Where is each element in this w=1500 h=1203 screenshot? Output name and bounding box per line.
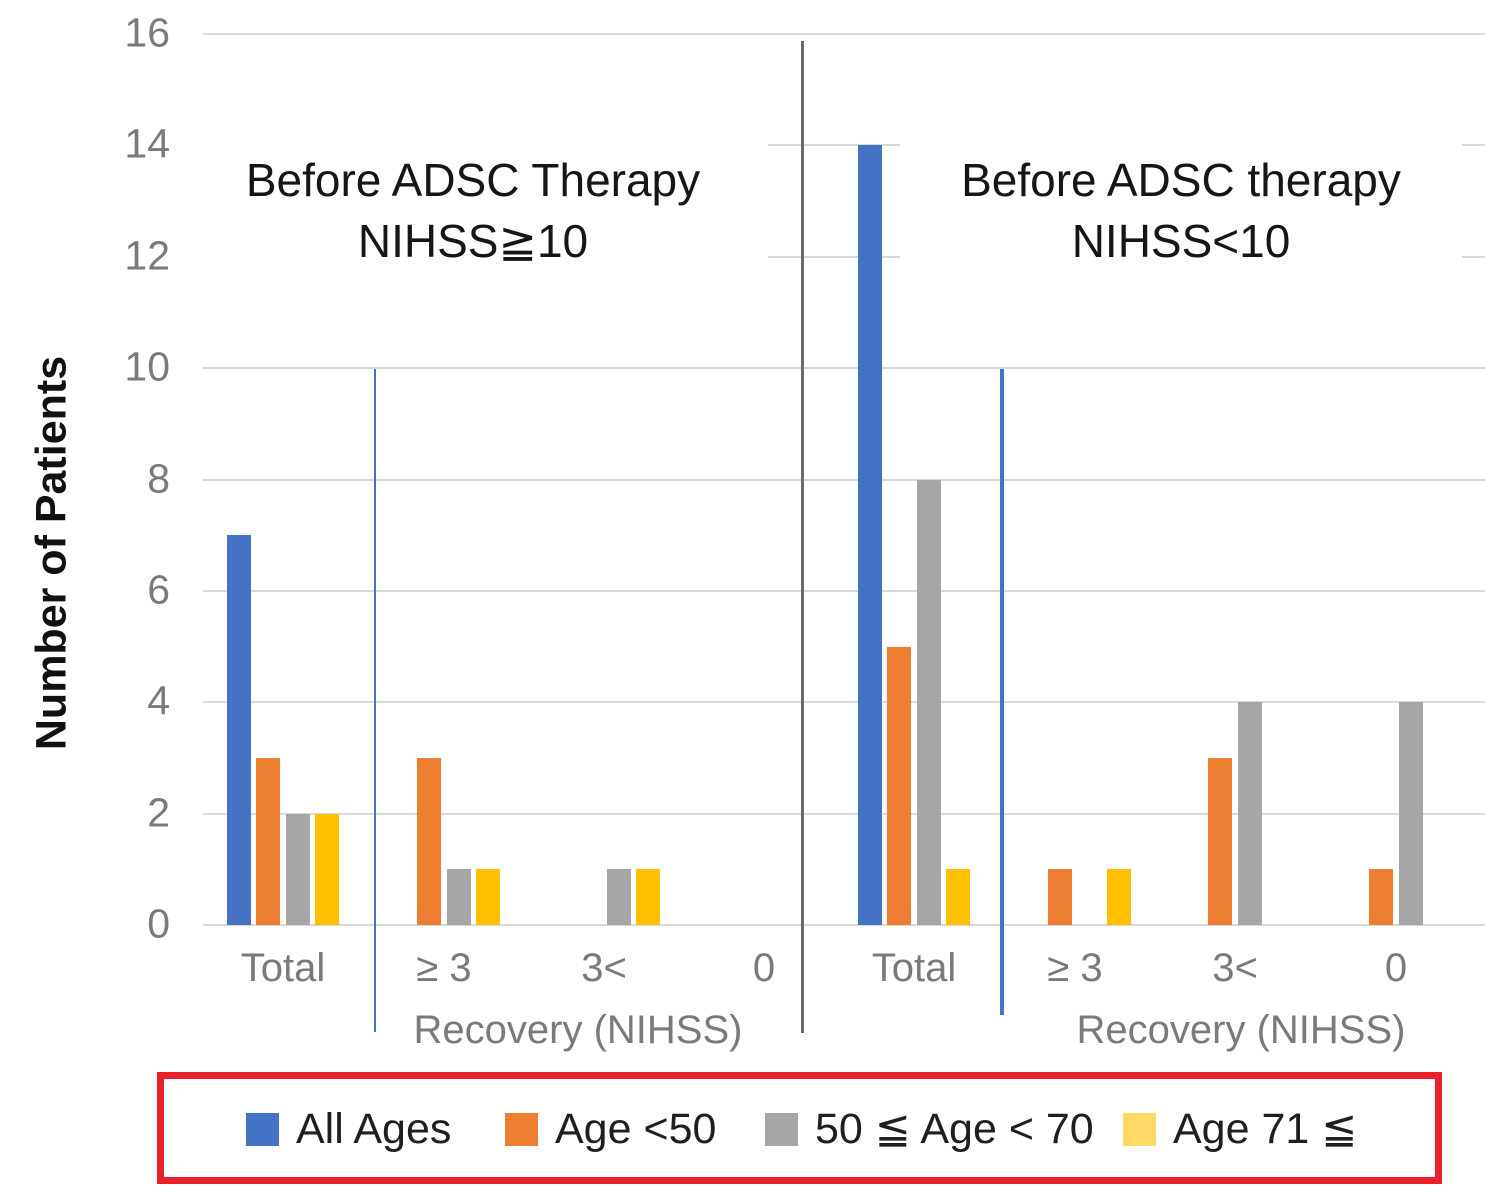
bar-series2-cat1 [446,869,471,925]
left-inner-divider-line [374,369,376,1032]
x-category-label-5: ≥ 3 [1047,946,1103,990]
bar-series3-cat4 [946,869,971,925]
gridline-y-14 [203,144,1485,147]
legend-swatch-icon [246,1112,279,1146]
legend-item-2: 50 ≦ Age < 70 [765,1101,1094,1157]
right-panel-title: Before ADSC therapy NIHSS<10 [900,138,1462,284]
legend-item-1: Age <50 [505,1101,716,1157]
x-category-label-4: Total [871,946,957,990]
left-panel-title-line1: Before ADSC Therapy [245,154,701,206]
bar-series2-cat4 [916,479,941,925]
y-tick-label-0: 0 [147,900,170,947]
legend-item-3: Age 71 ≦ [1123,1101,1357,1157]
legend-label: Age 71 ≦ [1173,1104,1358,1153]
legend-item-0: All Ages [246,1101,451,1157]
y-tick-label-6: 6 [147,566,170,613]
legend-label: All Ages [296,1104,452,1153]
legend-swatch-icon [505,1112,538,1146]
gridline-y-8 [203,478,1485,481]
bar-series1-cat4 [887,646,912,925]
right-inner-divider-line [1000,369,1004,1015]
gridline-y-0 [203,924,1485,926]
y-tick-label-12: 12 [124,232,170,279]
bar-series3-cat0 [315,813,340,925]
bar-series2-cat2 [606,869,631,925]
bar-series3-cat1 [476,869,501,925]
x-category-label-3: 0 [752,946,776,990]
right-panel-title-line2: NIHSS<10 [1071,215,1291,267]
gridline-y-2 [203,812,1485,815]
bar-series2-cat7 [1398,702,1423,925]
legend-swatch-icon [1123,1112,1156,1146]
bar-series3-cat5 [1107,869,1132,925]
gridline-y-10 [203,367,1485,370]
gridline-y-12 [203,255,1485,258]
bar-series1-cat7 [1369,869,1394,925]
left-panel-title: Before ADSC Therapy NIHSS≧10 [178,138,768,284]
left-x-axis-sublabel: Recovery (NIHSS) [413,1008,743,1052]
right-panel-title-line1: Before ADSC therapy [961,154,1401,206]
y-tick-label-8: 8 [147,455,170,502]
x-category-label-2: 3< [581,946,627,990]
x-category-label-7: 0 [1384,946,1408,990]
legend-label: Age <50 [555,1104,717,1153]
right-x-axis-sublabel: Recovery (NIHSS) [1076,1008,1406,1052]
bar-series3-cat2 [636,869,661,925]
y-axis-title: Number of Patients [27,355,76,751]
bar-series2-cat0 [285,813,310,925]
y-tick-label-4: 4 [147,677,170,724]
bar-series0-cat0 [226,535,251,925]
bar-series1-cat0 [256,757,281,925]
bar-series1-cat6 [1208,757,1233,925]
x-category-label-1: ≥ 3 [416,946,472,990]
gridline-y-16 [203,33,1485,35]
legend-label: 50 ≦ Age < 70 [815,1104,1094,1153]
gridline-y-6 [203,589,1485,592]
legend-swatch-icon [765,1112,798,1146]
y-tick-label-16: 16 [124,9,170,56]
left-panel-title-line2: NIHSS≧10 [357,215,589,267]
bar-series1-cat1 [417,757,442,925]
bar-series0-cat4 [857,145,882,925]
y-tick-label-10: 10 [124,343,170,390]
gridline-y-4 [203,701,1485,704]
bar-series2-cat6 [1237,702,1262,925]
panel-divider-line [801,41,804,1033]
x-category-label-6: 3< [1212,946,1258,990]
legend: All Ages Age <50 50 ≦ Age < 70 Age 71 ≦ [157,1072,1442,1184]
bar-series1-cat5 [1048,869,1073,925]
x-category-label-0: Total [240,946,326,990]
y-tick-label-2: 2 [147,789,170,836]
y-tick-label-14: 14 [124,121,170,168]
